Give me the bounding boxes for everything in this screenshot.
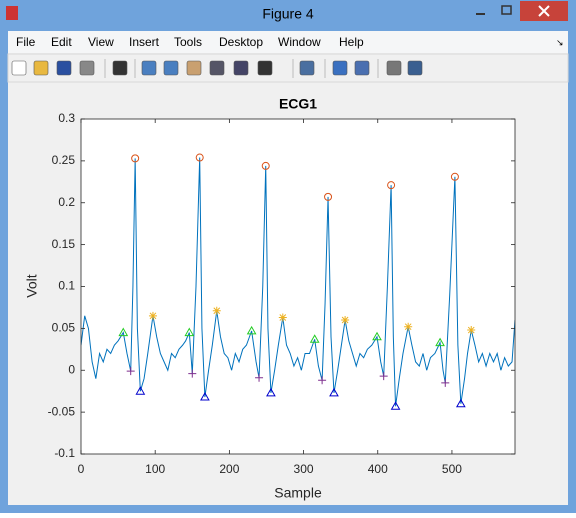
app-icon xyxy=(6,6,18,20)
toolbar-button[interactable] xyxy=(407,60,423,76)
triangle-marker xyxy=(309,334,320,343)
y-tick-label: 0.3 xyxy=(58,111,75,125)
peak-marker xyxy=(261,161,270,170)
close-glyph xyxy=(538,5,550,17)
y-tick-label: 0.05 xyxy=(52,321,76,335)
triangle-marker xyxy=(266,387,276,397)
window-title: Figure 4 xyxy=(262,6,314,22)
x-tick-label: 500 xyxy=(442,462,462,476)
y-axis-label: Volt xyxy=(24,274,40,297)
toolbar-button[interactable] xyxy=(11,60,27,76)
y-tick-label: -0.1 xyxy=(54,446,75,460)
triangle-marker xyxy=(135,386,146,395)
plus-marker xyxy=(318,376,327,385)
menu-item[interactable]: Edit xyxy=(51,35,72,49)
menu-item[interactable]: Help xyxy=(339,35,364,49)
plus-marker xyxy=(188,369,197,378)
peak-marker xyxy=(131,154,140,163)
triangle-marker xyxy=(372,331,382,341)
x-tick-label: 200 xyxy=(219,462,239,476)
toolbar-button[interactable] xyxy=(56,60,72,76)
menu-item[interactable]: Window xyxy=(278,35,321,49)
peak-marker xyxy=(450,172,459,181)
toolbar xyxy=(7,53,569,83)
x-axis-label: Sample xyxy=(274,485,322,501)
menu-item[interactable]: Tools xyxy=(174,35,202,49)
toolbar-button[interactable] xyxy=(33,60,49,76)
plot-area xyxy=(81,153,515,410)
toolbar-button[interactable] xyxy=(141,60,157,76)
menu-item[interactable]: File xyxy=(16,35,36,49)
axes-background xyxy=(81,119,515,454)
toolbar-button[interactable] xyxy=(354,60,370,76)
menu-bar xyxy=(8,31,568,53)
menu-item[interactable]: Desktop xyxy=(219,35,263,49)
peak-marker xyxy=(324,192,333,201)
y-tick-label: 0 xyxy=(68,362,75,376)
x-tick-label: 400 xyxy=(368,462,388,476)
minimize-button[interactable] xyxy=(468,1,493,21)
plus-marker xyxy=(126,367,135,376)
toolbar-button[interactable] xyxy=(186,60,202,76)
x-tick-label: 300 xyxy=(294,462,314,476)
toolbar-button[interactable] xyxy=(233,60,249,76)
triangle-marker xyxy=(118,327,129,337)
toolbar-button[interactable] xyxy=(299,60,315,76)
plus-marker xyxy=(379,372,388,381)
triangle-marker xyxy=(455,398,466,408)
peak-marker xyxy=(195,153,204,162)
y-tick-label: 0.1 xyxy=(58,279,75,293)
y-tick-label: -0.05 xyxy=(48,404,76,418)
star-marker xyxy=(467,326,476,335)
menu-item[interactable]: View xyxy=(88,35,114,49)
toolbar-button[interactable] xyxy=(112,60,128,76)
plus-marker xyxy=(255,373,264,382)
y-tick-label: 0.15 xyxy=(52,237,76,251)
chart-title: ECG1 xyxy=(279,96,317,112)
triangle-marker xyxy=(246,325,257,335)
star-marker xyxy=(404,322,413,331)
triangle-marker xyxy=(200,392,210,401)
y-tick-label: 0.25 xyxy=(52,153,76,167)
peak-marker xyxy=(387,181,396,190)
triangle-marker xyxy=(435,337,445,347)
star-marker xyxy=(212,306,221,315)
toolbar-button[interactable] xyxy=(209,60,225,76)
toolbar-button[interactable] xyxy=(257,60,273,76)
plus-marker xyxy=(441,378,450,387)
toolbar-button[interactable] xyxy=(163,60,179,76)
toolbar-button[interactable] xyxy=(386,60,402,76)
signal-line xyxy=(81,157,515,407)
toolbar-button[interactable] xyxy=(332,60,348,76)
maximize-glyph xyxy=(501,5,512,15)
y-tick-label: 0.2 xyxy=(58,195,75,209)
menu-item[interactable]: Insert xyxy=(129,35,160,49)
triangle-marker xyxy=(184,327,195,337)
triangle-marker xyxy=(390,401,401,410)
triangle-marker xyxy=(329,387,339,397)
star-marker xyxy=(278,313,287,322)
x-tick-label: 0 xyxy=(78,462,85,476)
toolbar-buttons xyxy=(11,59,423,78)
star-marker xyxy=(341,316,350,324)
toolbar-button[interactable] xyxy=(79,60,95,76)
menu-dock-arrow[interactable]: ↘ xyxy=(556,37,564,47)
star-marker xyxy=(148,311,157,320)
maximize-button[interactable] xyxy=(494,1,519,21)
x-tick-label: 100 xyxy=(145,462,165,476)
